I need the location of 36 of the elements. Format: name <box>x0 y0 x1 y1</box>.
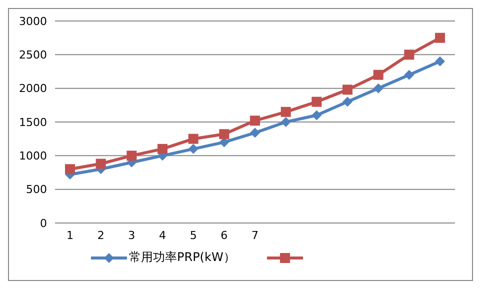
point <box>65 164 75 174</box>
point <box>188 134 198 144</box>
x-tick-label: 5 <box>190 228 197 242</box>
point <box>404 70 414 80</box>
x-tick-label: 7 <box>252 228 258 242</box>
y-tick-label: 0 <box>40 216 47 230</box>
point <box>342 84 352 95</box>
x-tick-label: 2 <box>97 228 104 242</box>
y-tick-label: 3000 <box>19 14 47 28</box>
y-tick-label: 1000 <box>19 150 47 163</box>
point <box>435 56 445 66</box>
y-tick-label: 2500 <box>19 48 47 62</box>
point <box>342 96 352 107</box>
x-tick-label: 1 <box>66 228 74 242</box>
point <box>312 110 322 120</box>
point <box>126 150 137 161</box>
point <box>250 116 260 126</box>
x-tick-label: 3 <box>128 228 136 242</box>
point <box>312 96 322 107</box>
point <box>250 128 260 138</box>
point <box>188 144 198 154</box>
x-tick-label: 4 <box>159 228 166 242</box>
legend-label: 常用功率PRP(kW） <box>129 250 236 264</box>
point <box>96 158 106 169</box>
y-tick-label: 500 <box>26 183 47 196</box>
y-tick-label: 2000 <box>19 82 47 96</box>
point <box>219 129 230 140</box>
point <box>373 83 384 94</box>
point <box>373 70 384 80</box>
point <box>280 117 291 127</box>
point <box>158 144 168 154</box>
point <box>404 50 414 60</box>
point <box>280 106 291 117</box>
y-tick-label: 1500 <box>19 116 47 129</box>
point <box>435 32 445 43</box>
x-tick-label: 6 <box>220 228 228 242</box>
